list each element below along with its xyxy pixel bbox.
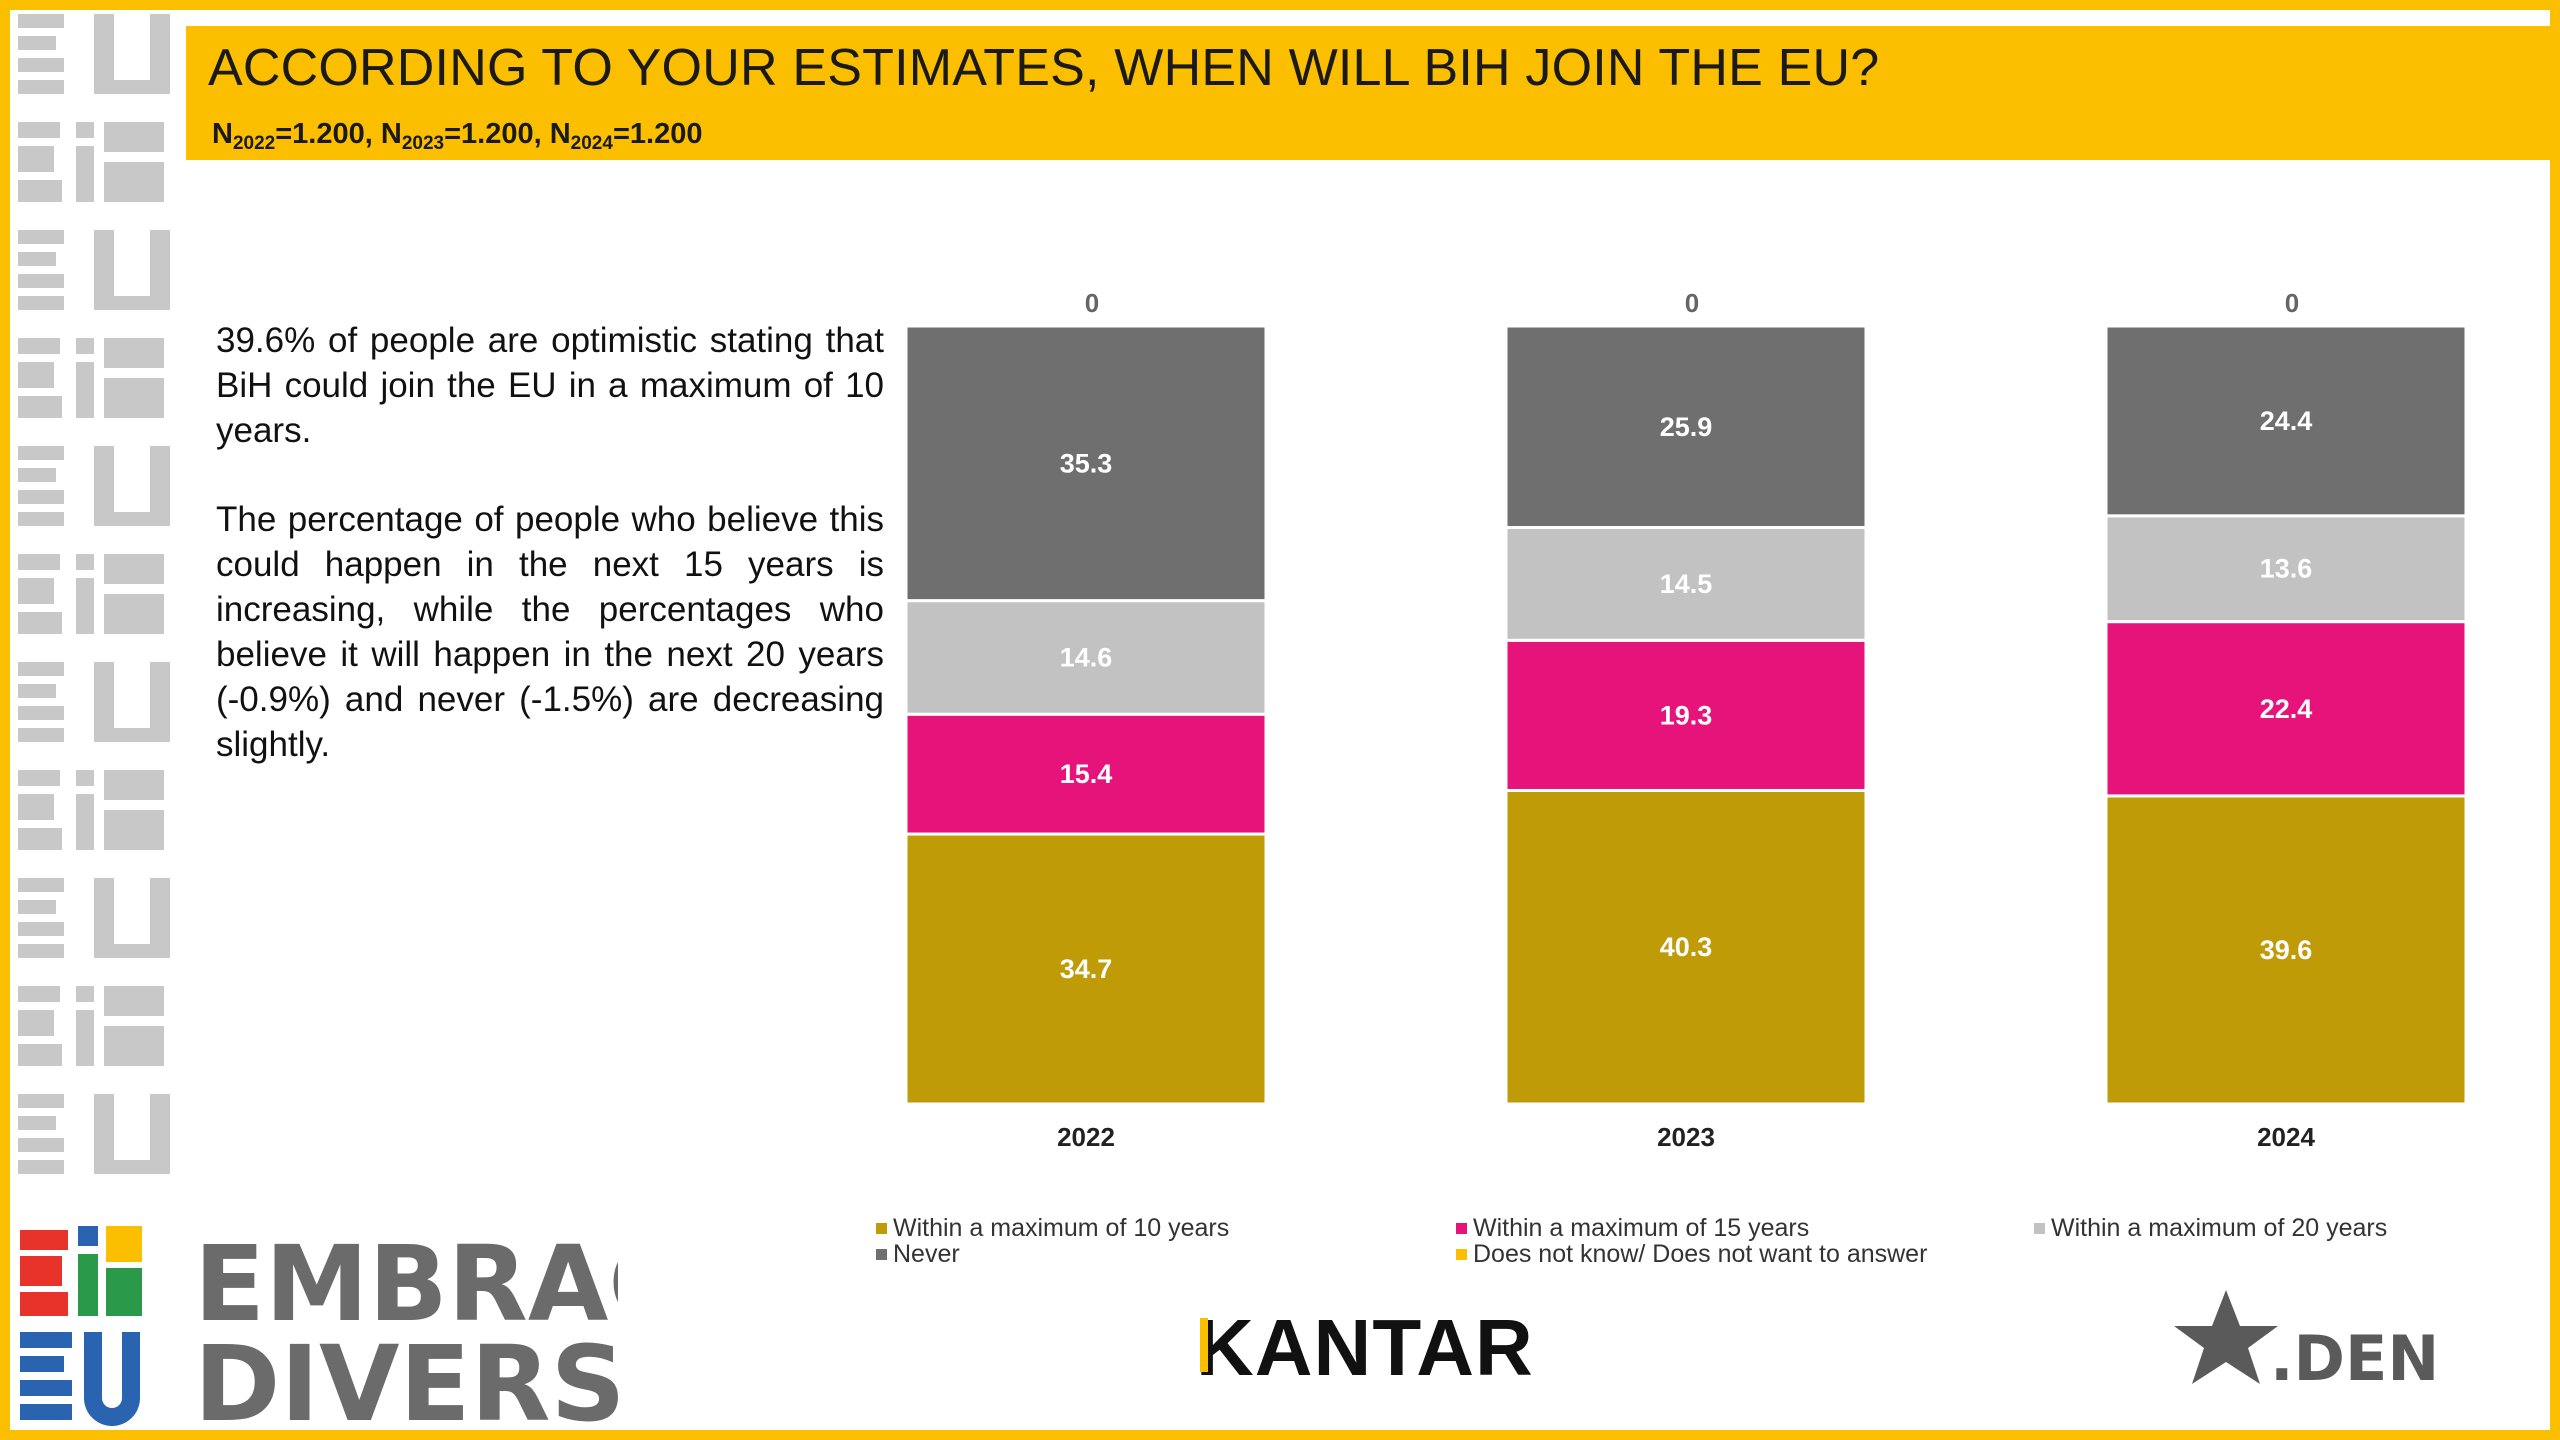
legend-label-0: Within a maximum of 10 years [893, 1214, 1230, 1242]
narrative-paragraph-1: 39.6% of people are optimistic stating t… [216, 321, 884, 450]
embrace-diversity-logo: EMBRACE DIVERSITY [20, 1223, 618, 1430]
legend-swatch-3 [876, 1249, 887, 1260]
data-label-2023-series-1: 19.3 [1660, 700, 1713, 730]
legend-label-1: Within a maximum of 15 years [1473, 1214, 1810, 1242]
legend-swatch-0 [876, 1223, 887, 1234]
bar-2023-series-2 [1504, 526, 1868, 642]
bar-2024-series-1 [2104, 620, 2468, 798]
legend-label-4: Does not know/ Does not want to answer [1473, 1240, 1928, 1268]
bar-2023-series-3 [1504, 324, 1868, 530]
x-tick-label-2022: 2022 [1057, 1122, 1115, 1152]
data-label-2024-series-1: 22.4 [2260, 694, 2313, 724]
bar-2024-series-2 [2104, 514, 2468, 624]
sample-n-2022: N2022=1.200, [212, 118, 381, 154]
kantar-logo: KANTAR [1196, 1303, 1534, 1392]
data-label-2024-series-2: 13.6 [2260, 554, 2313, 584]
sample-n-2023: N2023=1.200, [380, 118, 550, 154]
den-partner-logo: .DEN [2174, 1290, 2439, 1395]
x-tick-label-2024: 2024 [2257, 1122, 2315, 1152]
data-label-2022-series-4: 0 [1085, 288, 1099, 318]
legend-swatch-4 [1456, 1249, 1467, 1260]
slide-title: ACCORDING TO YOUR ESTIMATES, WHEN WILL B… [208, 39, 1880, 97]
bar-2024-series-0 [2104, 794, 2468, 1106]
data-label-2024-series-3: 24.4 [2260, 406, 2313, 436]
side-pattern-decoration [18, 14, 170, 1174]
brand-text-diversity: DIVERSITY [194, 1323, 618, 1430]
x-tick-label-2023: 2023 [1657, 1122, 1715, 1152]
bar-2022-series-2 [904, 599, 1268, 716]
legend-label-3: Never [893, 1240, 960, 1268]
legend-swatch-1 [1456, 1223, 1467, 1234]
bar-2022-series-1 [904, 712, 1268, 836]
brand-text-embrace: EMBRACE [194, 1223, 618, 1345]
data-label-2022-series-0: 34.7 [1060, 954, 1113, 984]
legend-item-2: Within a maximum of 20 years [2034, 1214, 2387, 1243]
partner-logo-text: .DEN [2270, 1322, 2439, 1395]
legend-label-2: Within a maximum of 20 years [2051, 1214, 2388, 1242]
data-label-2023-series-2: 14.5 [1660, 569, 1713, 599]
data-label-2023-series-4: 0 [1685, 288, 1699, 318]
data-label-2022-series-2: 14.6 [1060, 642, 1113, 672]
chart-legend: Within a maximum of 10 years Within a max… [876, 1214, 2436, 1274]
legend-item-1: Within a maximum of 15 years [1456, 1214, 1809, 1243]
legend-item-3: Never [876, 1240, 960, 1269]
sample-n-2024: N2024=1.200 [549, 118, 703, 154]
kantar-logo-accent [1200, 1318, 1208, 1372]
data-label-2023-series-3: 25.9 [1660, 412, 1713, 442]
bar-2023-series-0 [1504, 788, 1868, 1106]
bar-2024-series-3 [2104, 324, 2468, 518]
data-label-2023-series-0: 40.3 [1660, 932, 1713, 962]
data-label-2022-series-1: 15.4 [1060, 759, 1113, 789]
legend-swatch-2 [2034, 1223, 2045, 1234]
narrative-paragraph-2: The percentage of people who believe thi… [216, 500, 884, 764]
bar-2022-series-3 [904, 324, 1268, 603]
narrative-text: 39.6% of people are optimistic stating t… [216, 318, 884, 811]
data-label-2024-series-4: 0 [2285, 288, 2299, 318]
data-label-2024-series-0: 39.6 [2260, 935, 2313, 965]
legend-item-4: Does not know/ Does not want to answer [1456, 1240, 1927, 1269]
data-label-2022-series-3: 35.3 [1060, 448, 1113, 478]
title-banner: ACCORDING TO YOUR ESTIMATES, WHEN WILL B… [186, 26, 2550, 160]
legend-item-0: Within a maximum of 10 years [876, 1214, 1229, 1243]
sample-size: N2022=1.200, N2023=1.200, N2024=1.200 [212, 118, 702, 155]
bar-2022-series-0 [904, 832, 1268, 1106]
